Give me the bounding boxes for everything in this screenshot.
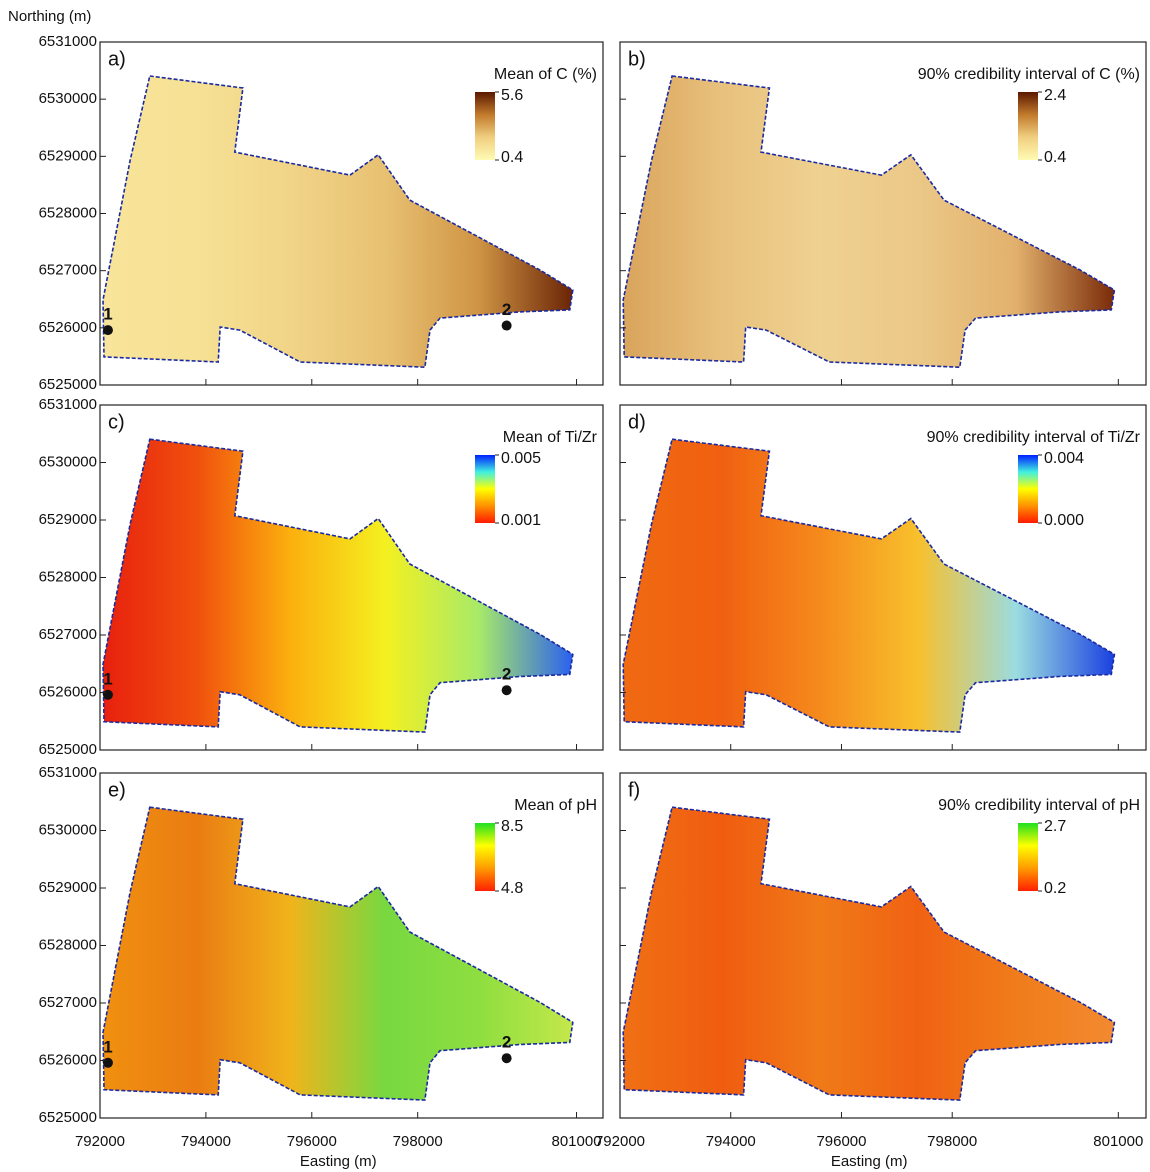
point-label: 2 bbox=[502, 665, 511, 684]
panel-label: a) bbox=[108, 48, 126, 70]
y-tick-label: 6530000 bbox=[39, 453, 97, 470]
legend-title: 90% credibility interval of Ti/Zr bbox=[927, 429, 1141, 446]
legend-title: 90% credibility interval of pH bbox=[938, 797, 1140, 814]
panel-label: f) bbox=[628, 779, 640, 801]
page: { "y_axis": {"label": "Northing (m)", "l… bbox=[0, 0, 1150, 1172]
panel-label: c) bbox=[108, 411, 125, 433]
x-tick-label: 798000 bbox=[927, 1133, 977, 1150]
x-axis-title: Easting (m) bbox=[300, 1153, 377, 1170]
sample-point bbox=[502, 321, 512, 331]
panel-label: b) bbox=[628, 48, 646, 70]
y-tick-label: 6528000 bbox=[39, 568, 97, 585]
y-tick-label: 6529000 bbox=[39, 879, 97, 896]
y-tick-label: 6525000 bbox=[39, 741, 97, 758]
point-label: 1 bbox=[103, 1037, 112, 1056]
y-tick-label: 6526000 bbox=[39, 683, 97, 700]
x-axis-title: Easting (m) bbox=[831, 1153, 908, 1170]
legend-min: 0.001 bbox=[501, 512, 541, 529]
sample-point bbox=[103, 1058, 113, 1068]
legend-max: 2.4 bbox=[1044, 87, 1066, 104]
y-tick-label: 6530000 bbox=[39, 90, 97, 107]
y-tick-label: 6528000 bbox=[39, 204, 97, 221]
legend-title: Mean of Ti/Zr bbox=[503, 429, 598, 446]
legend-max: 8.5 bbox=[501, 818, 523, 835]
x-tick-label: 801000 bbox=[1093, 1133, 1143, 1150]
y-tick-label: 6527000 bbox=[39, 626, 97, 643]
legend-min: 0.4 bbox=[1044, 149, 1066, 166]
sample-point bbox=[103, 690, 113, 700]
y-tick-label: 6531000 bbox=[39, 396, 97, 413]
y-tick-label: 6530000 bbox=[39, 821, 97, 838]
y-tick-label: 6525000 bbox=[39, 376, 97, 393]
legend-min: 4.8 bbox=[501, 880, 523, 897]
x-tick-label: 794000 bbox=[706, 1133, 756, 1150]
legend-max: 2.7 bbox=[1044, 818, 1066, 835]
figure: Northing (m) a) Mean of C (%) 5.6 0.4 1 2 6531… bbox=[0, 0, 1150, 1172]
y-axis-title: Northing (m) bbox=[8, 8, 91, 25]
sample-point bbox=[103, 325, 113, 335]
legend-title: 90% credibility interval of C (%) bbox=[918, 66, 1140, 83]
x-tick-label: 798000 bbox=[393, 1133, 443, 1150]
x-tick-label: 796000 bbox=[816, 1133, 866, 1150]
y-tick-label: 6529000 bbox=[39, 511, 97, 528]
x-tick-label: 792000 bbox=[595, 1133, 645, 1150]
sample-point bbox=[502, 685, 512, 695]
y-tick-label: 6526000 bbox=[39, 319, 97, 336]
legend-max: 5.6 bbox=[501, 87, 523, 104]
colorbar bbox=[1018, 455, 1038, 523]
colorbar bbox=[475, 823, 495, 891]
panel-label: e) bbox=[108, 779, 126, 801]
colorbar bbox=[1018, 92, 1038, 160]
point-label: 2 bbox=[502, 1033, 511, 1052]
y-tick-label: 6529000 bbox=[39, 147, 97, 164]
colorbar bbox=[1018, 823, 1038, 891]
x-tick-label: 796000 bbox=[287, 1133, 337, 1150]
y-tick-label: 6525000 bbox=[39, 1109, 97, 1126]
sample-point bbox=[502, 1053, 512, 1063]
legend-title: Mean of pH bbox=[514, 797, 597, 814]
x-tick-label: 792000 bbox=[75, 1133, 125, 1150]
y-tick-label: 6527000 bbox=[39, 994, 97, 1011]
y-tick-label: 6528000 bbox=[39, 936, 97, 953]
point-label: 2 bbox=[502, 300, 511, 319]
y-tick-label: 6531000 bbox=[39, 764, 97, 781]
legend-min: 0.4 bbox=[501, 149, 523, 166]
y-tick-label: 6526000 bbox=[39, 1051, 97, 1068]
panel-label: d) bbox=[628, 411, 646, 433]
legend-min: 0.2 bbox=[1044, 880, 1066, 897]
colorbar bbox=[475, 92, 495, 160]
legend-max: 0.005 bbox=[501, 450, 541, 467]
colorbar bbox=[475, 455, 495, 523]
point-label: 1 bbox=[103, 669, 112, 688]
x-tick-label: 794000 bbox=[181, 1133, 231, 1150]
y-tick-label: 6527000 bbox=[39, 262, 97, 279]
point-label: 1 bbox=[103, 305, 112, 324]
legend-min: 0.000 bbox=[1044, 512, 1084, 529]
legend-title: Mean of C (%) bbox=[494, 66, 597, 83]
y-tick-label: 6531000 bbox=[39, 33, 97, 50]
legend-max: 0.004 bbox=[1044, 450, 1084, 467]
